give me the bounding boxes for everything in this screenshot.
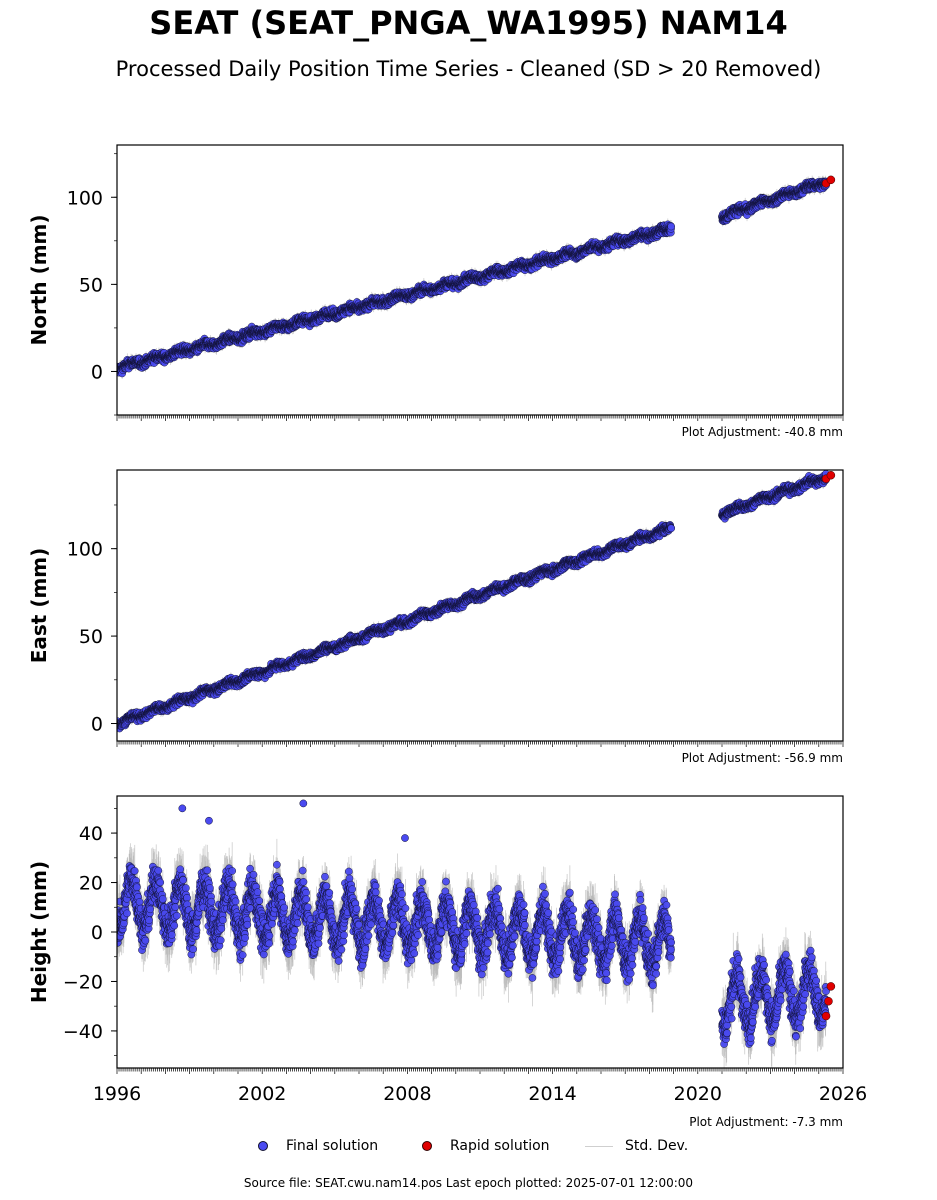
- plot-data-layer: [117, 175, 836, 380]
- chart-subtitle: Processed Daily Position Time Series - C…: [0, 57, 937, 81]
- chart-title: SEAT (SEAT_PNGA_WA1995) NAM14: [0, 4, 937, 42]
- final-solution-points: [117, 177, 830, 378]
